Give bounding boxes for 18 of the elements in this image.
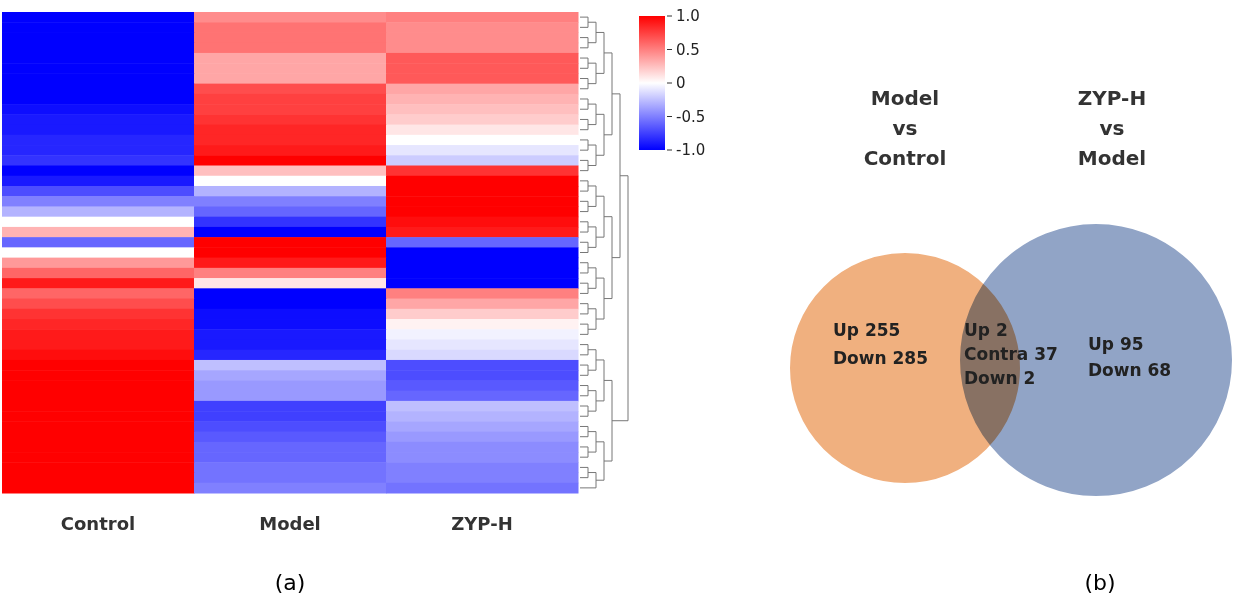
text: (b) bbox=[1084, 570, 1116, 595]
text: Down 68 bbox=[1088, 360, 1172, 380]
color-bar-label: 0.5 bbox=[676, 40, 700, 59]
category-label: ZYP-H vs Model bbox=[1077, 86, 1147, 170]
text: Down 285 bbox=[833, 348, 929, 368]
text: Up 255 bbox=[833, 320, 901, 340]
x-tick-label: Model bbox=[259, 513, 321, 534]
text: Down 2 bbox=[964, 368, 1036, 388]
text: Up 2 bbox=[964, 320, 1008, 340]
x-tick-label: ZYP-H bbox=[451, 513, 513, 534]
color-bar-label: -0.5 bbox=[676, 107, 706, 126]
color-bar-label: -1.0 bbox=[676, 141, 706, 159]
x-tick-label: Control bbox=[60, 513, 136, 534]
text: Up 95 bbox=[1088, 334, 1144, 354]
text: (a) bbox=[274, 570, 306, 595]
category-label: Model vs Control bbox=[863, 86, 947, 170]
color-bar-label: 1.0 bbox=[676, 7, 700, 25]
color-bar-label: 0 bbox=[676, 74, 686, 92]
